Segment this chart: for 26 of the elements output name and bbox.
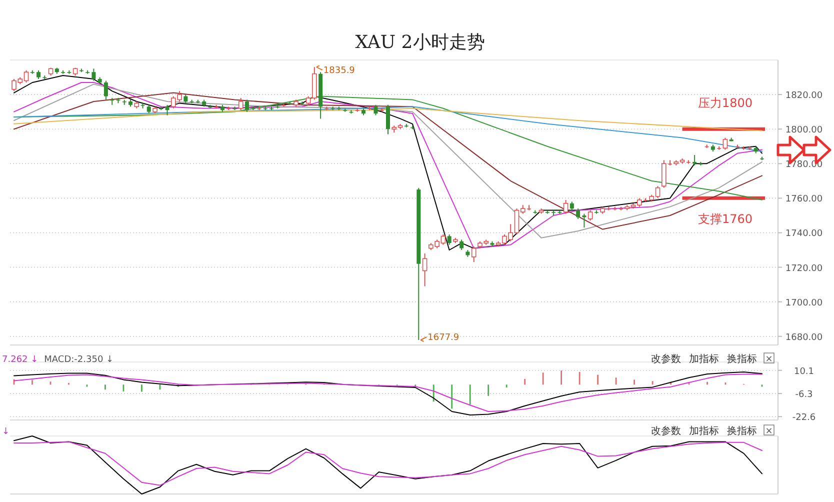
chart-title: XAU 2小时走势 — [355, 32, 485, 53]
y-tick-label: 1680.00 — [785, 332, 823, 343]
y-tick-label: 1700.00 — [785, 298, 823, 308]
y-tick-label: -22.6 — [792, 413, 816, 424]
annotation: 换指标 — [727, 425, 757, 437]
y-tick-label: 10.1 — [794, 366, 814, 377]
annotation: × — [765, 426, 773, 436]
ref-line-label: 压力1800 — [698, 96, 752, 110]
y-tick-label: 1820.00 — [785, 91, 823, 102]
ref-line-label: 支撑1760 — [698, 212, 752, 226]
annotation: 改参数 — [651, 353, 681, 365]
annotation: 1835.9 — [323, 66, 356, 76]
y-tick-label: 1800.00 — [785, 126, 823, 136]
annotation: 改参数 — [651, 425, 681, 437]
annotation: 加指标 — [689, 425, 719, 437]
text: ↓ — [2, 427, 10, 437]
annotation: MACD:-2.350 ↓ — [44, 355, 114, 365]
y-tick-label: 1760.00 — [785, 194, 823, 205]
annotation: 1677.9 — [428, 332, 460, 343]
y-tick-label: -6.3 — [795, 390, 813, 400]
y-tick-label: 1740.00 — [785, 229, 823, 240]
annotation: × — [765, 354, 773, 364]
y-tick-label: 1720.00 — [785, 264, 823, 274]
annotation: 换指标 — [727, 353, 757, 365]
annotation: 7.262 ↓ — [2, 355, 38, 365]
annotation: 加指标 — [689, 353, 719, 365]
